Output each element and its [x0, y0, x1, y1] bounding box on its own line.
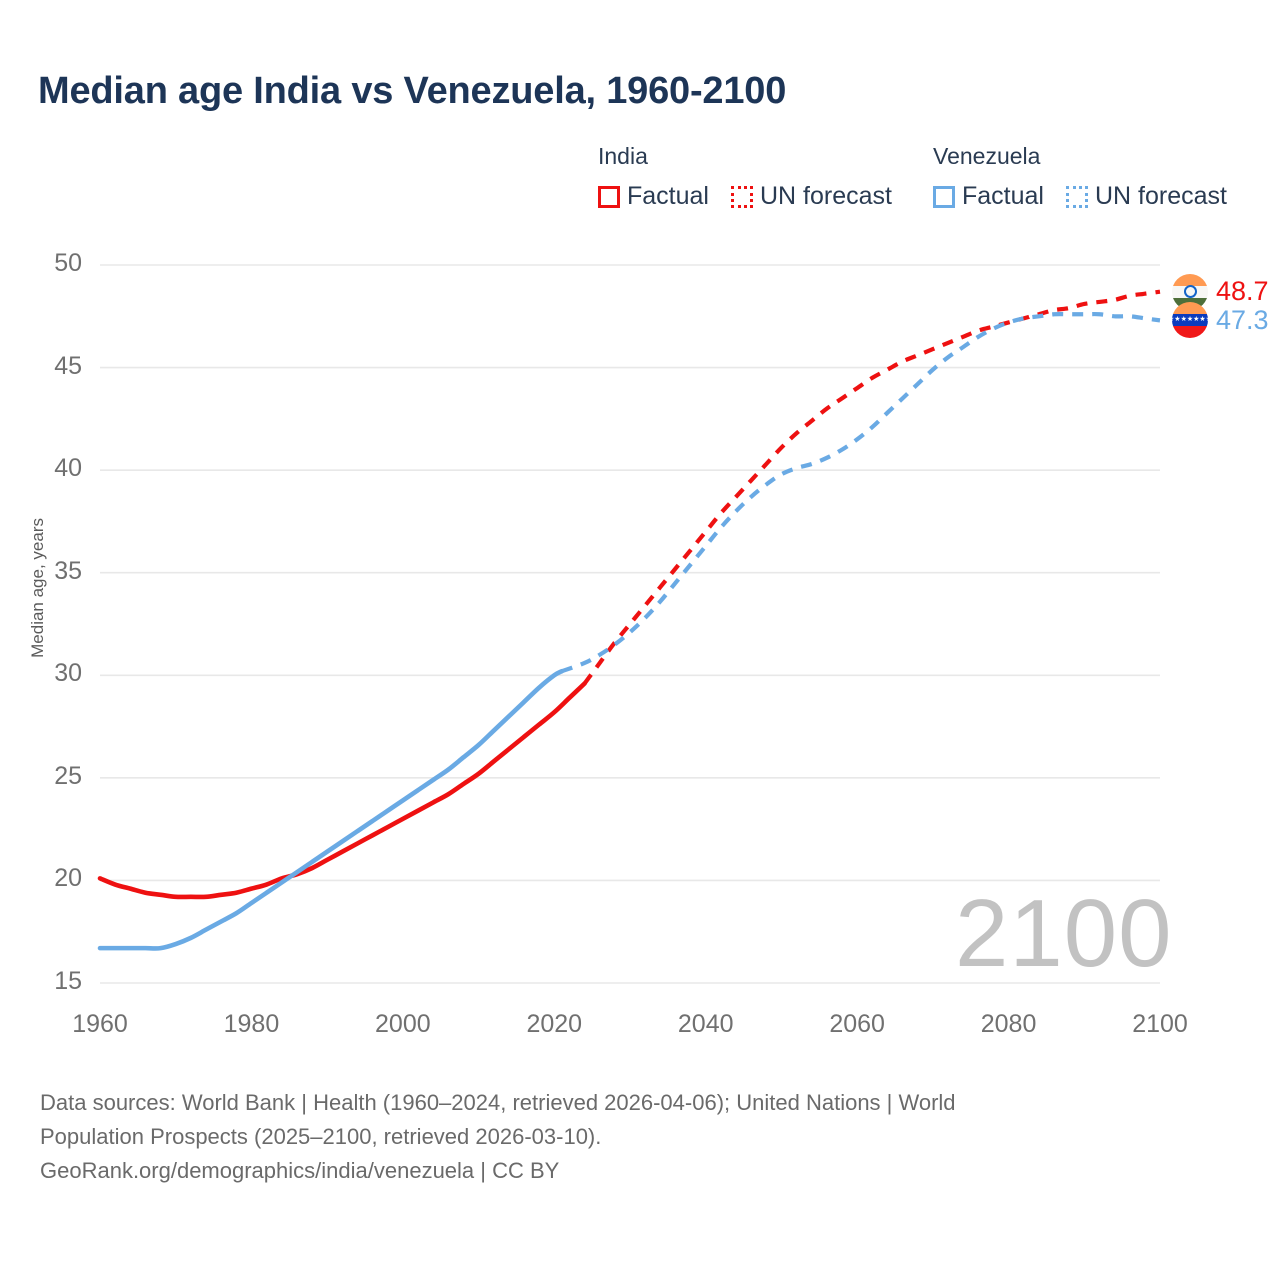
chart-legend: India Factual UN forecast Venezuela Fact…	[598, 142, 1258, 222]
y-tick-label-35: 35	[54, 556, 82, 585]
legend-swatch-solid-red-icon	[598, 185, 620, 208]
x-tick-label-2080: 2080	[980, 1010, 1037, 1038]
end-value-venezuela: 47.3	[1216, 304, 1269, 335]
legend-label-venezuela-factual: Factual	[962, 182, 1044, 210]
footer-sources: Data sources: World Bank | Health (1960–…	[40, 1086, 1220, 1188]
legend-group-india: India Factual UN forecast	[598, 142, 892, 211]
x-tick-label-2020: 2020	[526, 1010, 583, 1038]
year-watermark: 2100	[955, 880, 1173, 987]
y-tick-label-50: 50	[54, 249, 82, 277]
legend-item-india-factual[interactable]: Factual	[598, 182, 709, 211]
legend-item-india-forecast[interactable]: UN forecast	[730, 182, 892, 211]
x-tick-label-1980: 1980	[223, 1010, 280, 1038]
legend-label-india-forecast: UN forecast	[759, 182, 892, 210]
legend-swatch-dotted-red-icon	[730, 185, 753, 208]
x-tick-label-1960: 1960	[72, 1010, 128, 1038]
series-line-venezuela-forecast	[561, 311, 1161, 674]
x-tick-label-2060: 2060	[829, 1010, 885, 1038]
legend-label-india-factual: Factual	[627, 182, 709, 210]
y-tick-label-30: 30	[54, 659, 82, 688]
y-tick-label-45: 45	[54, 351, 82, 380]
page-title: Median age India vs Venezuela, 1960-2100	[38, 70, 787, 112]
series-line-india-forecast	[582, 289, 1161, 685]
footer-line-3[interactable]: GeoRank.org/demographics/india/venezuela…	[40, 1158, 560, 1183]
chart-plot-area	[97, 264, 1161, 984]
legend-group-venezuela: Venezuela Factual UN forecast	[933, 142, 1227, 211]
y-tick-label-40: 40	[54, 454, 82, 483]
series-line-venezuela-factual	[97, 668, 565, 951]
legend-country-india: India	[598, 143, 648, 169]
end-value-india: 48.7	[1216, 276, 1269, 307]
legend-label-venezuela-forecast: UN forecast	[1094, 182, 1227, 210]
footer-line-1: Data sources: World Bank | Health (1960–…	[40, 1090, 956, 1115]
y-tick-label-25: 25	[54, 761, 82, 790]
legend-country-venezuela: Venezuela	[933, 143, 1041, 169]
venezuela-flag-icon: ★★★★★★★	[1172, 302, 1208, 339]
x-tick-label-2040: 2040	[677, 1010, 734, 1038]
series-line-india-factual	[97, 681, 587, 900]
footer-line-2: Population Prospects (2025–2100, retriev…	[40, 1124, 602, 1149]
legend-swatch-solid-blue-icon	[933, 185, 955, 208]
x-tick-label-2100: 2100	[1132, 1010, 1188, 1038]
end-marker-venezuela: ★★★★★★★ 47.3	[1172, 302, 1269, 339]
y-tick-label-15: 15	[54, 967, 82, 995]
legend-item-venezuela-factual[interactable]: Factual	[933, 182, 1044, 211]
legend-swatch-dotted-blue-icon	[1065, 185, 1088, 208]
legend-item-venezuela-forecast[interactable]: UN forecast	[1065, 182, 1227, 211]
y-tick-label-20: 20	[54, 864, 82, 893]
x-tick-label-2000: 2000	[375, 1010, 431, 1038]
